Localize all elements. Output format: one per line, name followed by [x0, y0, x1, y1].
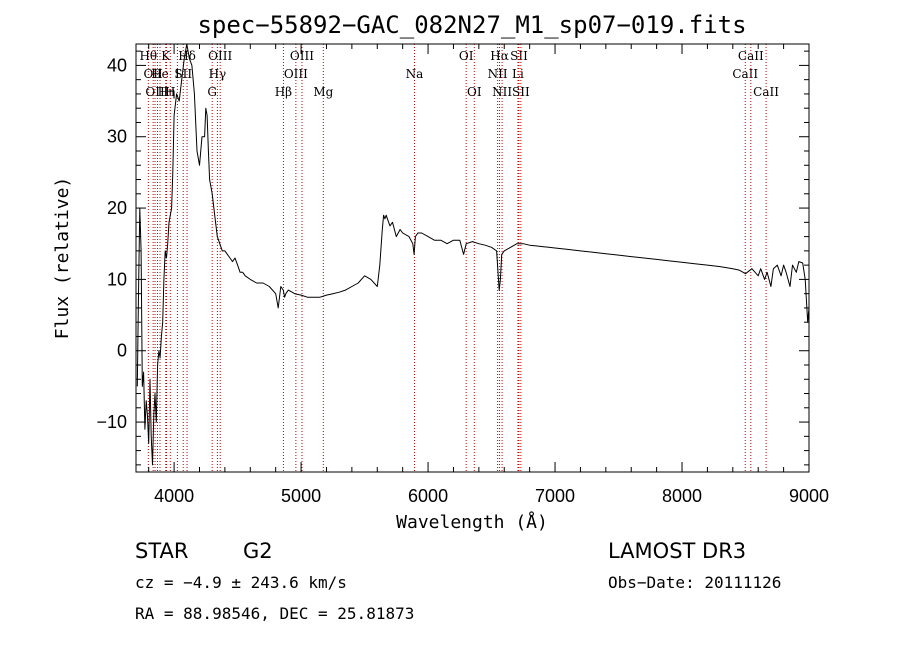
spectral-lines: HθOIIOIIIHeKHηHISIIHδGHγOIIIHβOIIIOIIIMg… — [139, 44, 779, 472]
object-type: STAR — [135, 539, 188, 563]
line-label: Hα — [490, 49, 509, 63]
x-tick-label: 7000 — [535, 486, 575, 506]
line-label: G — [207, 85, 217, 99]
line-label: Hβ — [275, 85, 292, 99]
line-label: Mg — [313, 85, 333, 99]
x-tick-label: 5000 — [281, 486, 321, 506]
line-label: OIII — [290, 49, 314, 63]
plot-frame — [135, 43, 810, 473]
y-tick-label: 0 — [117, 341, 127, 361]
object-subclass: G2 — [243, 539, 273, 563]
line-label: SII — [512, 85, 530, 99]
line-label: OIII — [284, 67, 308, 81]
line-label: OI — [459, 49, 474, 63]
y-tick-label: 10 — [107, 269, 127, 289]
line-label: CaII — [732, 67, 758, 81]
line-label: NII — [492, 85, 512, 99]
line-label: OIII — [208, 49, 232, 63]
observation-date: Obs−Date: 20111126 — [608, 573, 781, 592]
spectrum-series — [136, 43, 810, 466]
line-label: OIII — [145, 85, 169, 99]
line-label: Hδ — [178, 49, 196, 63]
coordinates-text: RA = 88.98546, DEC = 25.81873 — [135, 604, 414, 623]
x-tick-label: 9000 — [789, 486, 829, 506]
line-label: I — [175, 67, 180, 81]
line-label: CaII — [738, 49, 764, 63]
line-label: NII — [488, 67, 508, 81]
line-label: Hγ — [209, 67, 227, 81]
x-axis-label: Wavelength (Å) — [396, 511, 548, 533]
line-label: OII — [143, 67, 163, 81]
y-tick-label: 30 — [107, 127, 127, 147]
line-label: OI — [467, 85, 482, 99]
x-tick-label: 6000 — [408, 486, 448, 506]
line-label: Na — [406, 67, 424, 81]
line-label: CaII — [753, 85, 779, 99]
line-label: SII — [174, 67, 192, 81]
x-tick-label: 4000 — [154, 486, 194, 506]
redshift-text: cz = −4.9 ± 243.6 km/s — [135, 573, 347, 592]
y-axis-label: Flux (relative) — [52, 177, 73, 340]
y-tick-label: 40 — [107, 55, 127, 75]
chart-title: spec−55892−GAC_082N27_M1_sp07−019.fits — [197, 11, 746, 39]
line-label: SII — [510, 49, 528, 63]
y-tick-label: −10 — [96, 412, 127, 432]
line-label: He — [151, 67, 169, 81]
line-label: Hη — [158, 85, 176, 99]
survey-name: LAMOST DR3 — [608, 539, 746, 563]
axis-ticks: 4000 5000 6000 7000 8000 9000 −10 0 10 20 30 40 — [96, 44, 829, 506]
line-label: H — [165, 85, 175, 99]
y-tick-label: 20 — [107, 198, 127, 218]
line-label: Li — [512, 67, 524, 81]
line-label: Hθ — [139, 49, 157, 63]
x-tick-label: 8000 — [662, 486, 702, 506]
spectrum-line — [136, 43, 810, 466]
